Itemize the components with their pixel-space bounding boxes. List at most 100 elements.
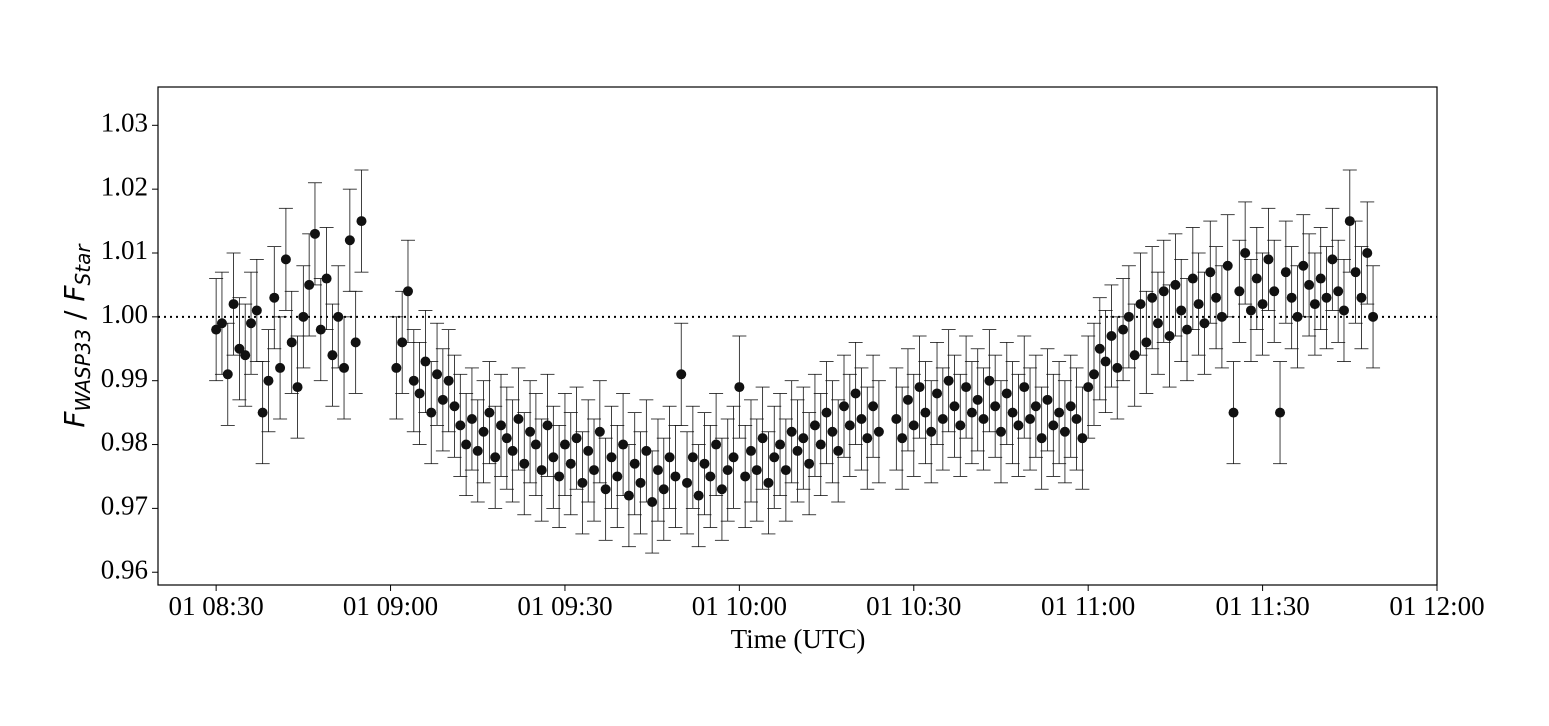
data-point [397, 337, 408, 348]
data-point [565, 458, 576, 469]
data-point [1054, 407, 1065, 418]
data-point [1088, 369, 1099, 380]
data-point [234, 343, 245, 354]
data-point [513, 414, 524, 424]
data-point [1152, 318, 1163, 329]
y-axis-label: FWASP33 / FStar [58, 243, 95, 428]
data-point [344, 235, 355, 246]
x-tick-label: 01 09:00 [343, 591, 438, 621]
data-point [1350, 267, 1361, 278]
data-point [1036, 433, 1047, 444]
data-point [589, 465, 600, 476]
data-point [740, 471, 751, 482]
data-point [1176, 305, 1187, 316]
data-point [478, 426, 489, 437]
data-point [519, 458, 530, 469]
data-point [687, 452, 698, 463]
data-point [321, 273, 332, 284]
data-point [1245, 305, 1256, 316]
data-point [716, 484, 727, 495]
data-point [647, 497, 658, 507]
data-point [839, 401, 850, 412]
data-point [1338, 305, 1349, 316]
data-point [1118, 324, 1129, 335]
data-point [1048, 420, 1059, 431]
data-point [978, 414, 989, 424]
y-tick-label: 0.98 [101, 427, 148, 457]
data-point [1135, 299, 1146, 310]
data-point [1257, 299, 1268, 310]
data-point [955, 420, 966, 431]
data-point [298, 311, 309, 322]
data-point [583, 445, 594, 456]
data-point [751, 465, 762, 476]
data-point [1263, 254, 1274, 265]
data-point [932, 388, 943, 399]
data-point [1170, 279, 1181, 290]
data-point [461, 439, 472, 450]
data-point [1100, 356, 1111, 367]
data-point [1333, 286, 1344, 297]
y-tick-label: 1.01 [101, 235, 148, 265]
data-point [1129, 350, 1140, 361]
data-point [490, 452, 501, 463]
x-tick-label: 01 10:00 [692, 591, 787, 621]
data-point [257, 407, 268, 418]
data-point [844, 420, 855, 431]
data-point [612, 471, 623, 482]
data-point [920, 407, 931, 418]
data-point [1309, 299, 1320, 310]
data-point [891, 414, 902, 424]
data-point [1275, 407, 1286, 418]
data-point [792, 445, 803, 456]
data-point [1269, 286, 1280, 297]
data-point [990, 401, 1001, 412]
data-point [1193, 299, 1204, 310]
data-point [798, 433, 809, 444]
plot-frame [157, 86, 1438, 586]
data-point [635, 477, 646, 488]
data-point [1094, 343, 1105, 354]
y-label-sub: WASP33 [71, 329, 95, 412]
data-point [623, 490, 634, 501]
data-point [443, 375, 454, 386]
data-point [1199, 318, 1210, 329]
data-point [1234, 286, 1245, 297]
x-tick-label: 01 08:30 [169, 591, 264, 621]
data-point [292, 382, 303, 393]
data-point [484, 407, 495, 418]
data-point [309, 228, 320, 239]
data-point [914, 382, 925, 393]
data-point [501, 433, 512, 444]
data-point [280, 254, 291, 265]
data-point [1240, 248, 1251, 258]
data-point [1356, 292, 1367, 303]
data-point [414, 388, 425, 399]
data-point [1321, 292, 1332, 303]
data-point [693, 490, 704, 501]
data-point [629, 458, 640, 469]
x-tick-label: 01 11:00 [1041, 591, 1135, 621]
data-point [577, 477, 588, 488]
data-point [228, 299, 239, 310]
data-point [548, 452, 559, 463]
data-point [286, 337, 297, 348]
data-point [652, 465, 663, 476]
data-point [745, 445, 756, 456]
data-point [420, 356, 431, 367]
x-tick-label: 01 11:30 [1215, 591, 1309, 621]
data-point [902, 394, 913, 405]
data-point [402, 286, 413, 297]
data-point [1344, 216, 1355, 227]
data-point [1065, 401, 1076, 412]
data-point [862, 433, 873, 444]
data-point [350, 337, 361, 348]
data-point [728, 452, 739, 463]
data-point [600, 484, 611, 495]
data-point [1228, 407, 1239, 418]
data-point [1251, 273, 1262, 284]
data-point [594, 426, 605, 437]
data-point [1292, 311, 1303, 322]
data-point [734, 382, 745, 393]
data-point [949, 401, 960, 412]
